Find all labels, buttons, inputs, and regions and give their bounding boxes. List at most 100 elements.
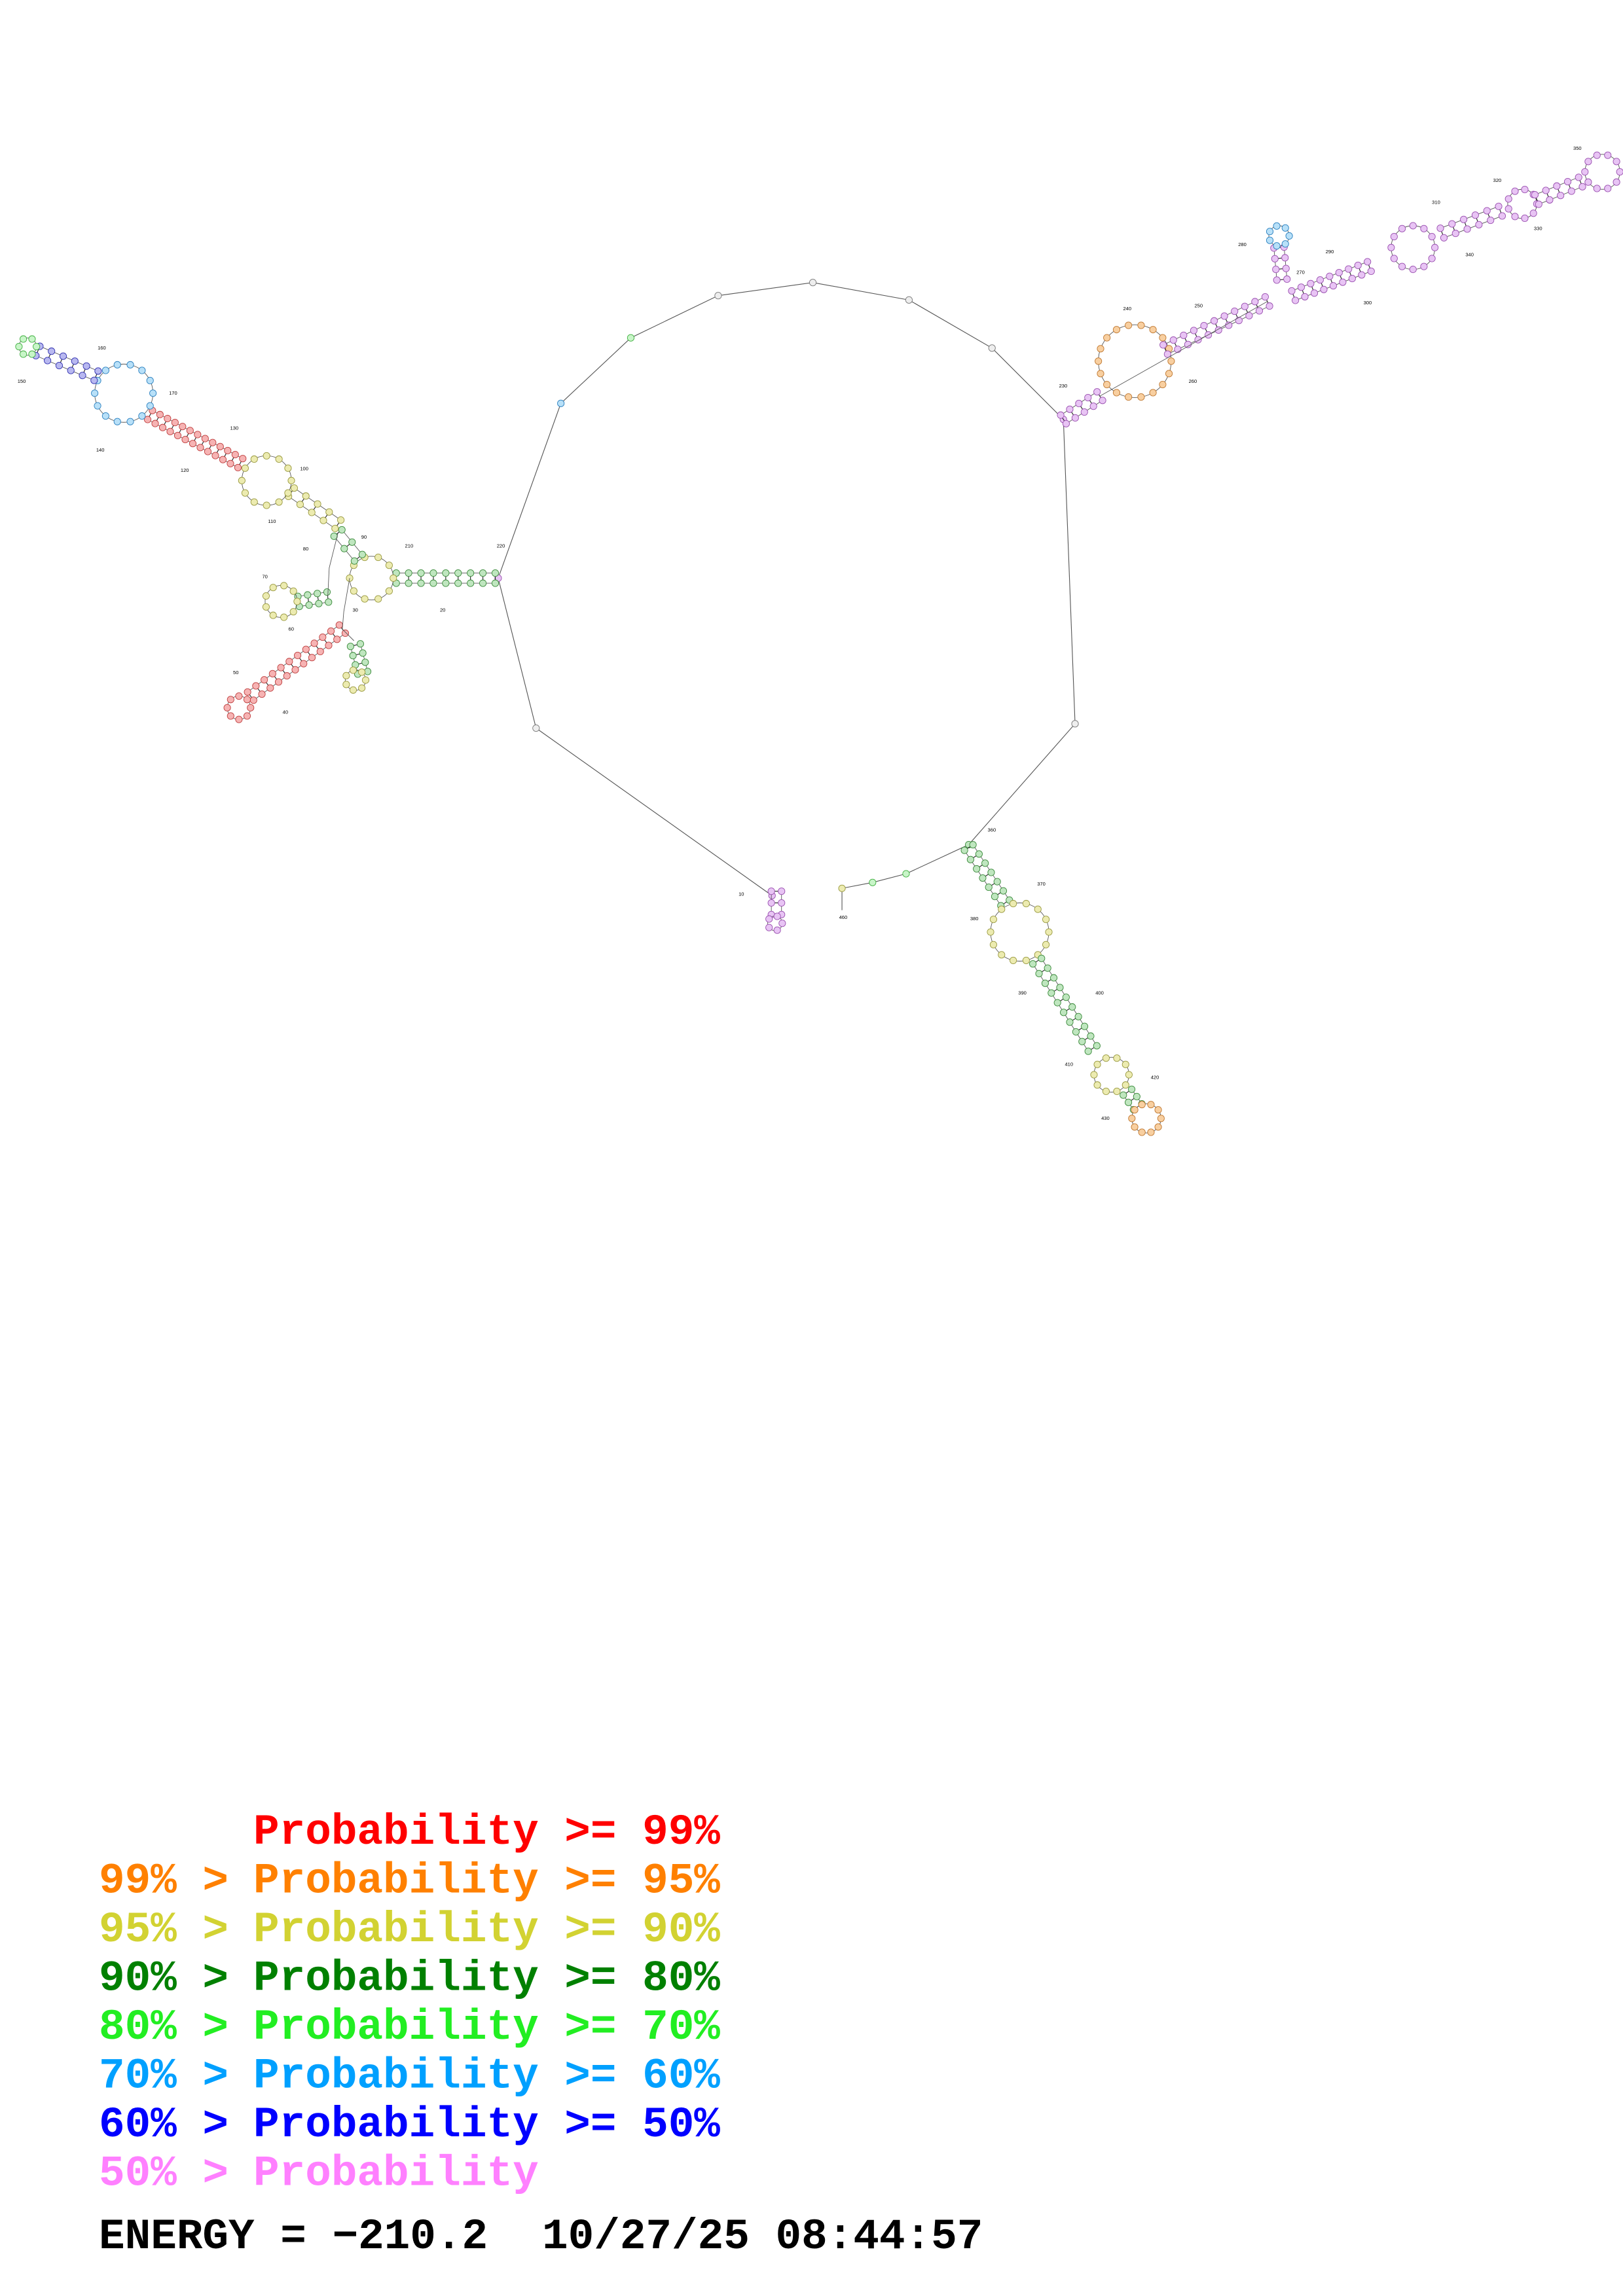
nucleotide — [1122, 1081, 1129, 1089]
nucleotide — [1272, 266, 1280, 274]
nucleotide — [1087, 1032, 1095, 1040]
nucleotide — [280, 582, 288, 590]
nucleotide — [1138, 1128, 1146, 1136]
nucleotide — [201, 435, 209, 442]
nucleotide — [1112, 389, 1121, 397]
nucleotide — [1288, 287, 1296, 295]
nucleotide — [385, 562, 393, 569]
nucleotide — [338, 526, 346, 533]
nucleotide — [1133, 1092, 1140, 1100]
strand — [1041, 958, 1097, 1047]
nucleotide — [287, 476, 295, 484]
nucleotide — [1345, 265, 1353, 273]
legend-label: Probability >= 80% — [253, 1954, 720, 2003]
nucleotide — [1273, 222, 1281, 230]
nucleotide-number: 120 — [181, 467, 189, 473]
nucleotide — [359, 649, 367, 657]
nucleotide — [290, 484, 298, 492]
nucleotide — [323, 588, 331, 596]
nucleotide — [442, 569, 450, 577]
nucleotide — [1078, 1037, 1086, 1045]
legend-label: Probability >= 99% — [253, 1808, 720, 1857]
nucleotide — [263, 452, 270, 459]
nucleotide — [1563, 178, 1572, 186]
nucleotide — [55, 361, 63, 370]
nucleotide-number: 80 — [303, 546, 308, 552]
nucleotide — [1128, 1115, 1136, 1122]
nucleotide — [337, 516, 345, 524]
nucleotide-number: 100 — [300, 466, 308, 472]
nucleotide — [374, 595, 382, 603]
legend-label: Probability >= 60% — [253, 2052, 720, 2101]
nucleotide — [1613, 158, 1620, 166]
nucleotide-number: 280 — [1238, 242, 1247, 247]
nucleotide — [308, 654, 316, 662]
nucleotide — [349, 666, 357, 674]
nucleotide — [1093, 388, 1101, 396]
nucleotide — [987, 928, 994, 936]
strand — [360, 643, 368, 672]
nucleotide — [296, 501, 304, 509]
nucleotide — [1367, 267, 1375, 276]
nucleotide — [1124, 1098, 1133, 1106]
nucleotide — [1066, 405, 1074, 413]
nucleotide — [1102, 1087, 1110, 1096]
nucleotide — [838, 884, 846, 892]
nucleotide — [234, 463, 242, 471]
nucleotide — [28, 350, 36, 358]
nucleotide — [356, 640, 364, 648]
nucleotide — [405, 569, 412, 577]
nucleotide — [283, 672, 291, 680]
nucleotide — [1504, 205, 1512, 213]
nucleotide — [989, 916, 997, 924]
nucleotide — [778, 920, 786, 927]
nucleotide — [348, 538, 356, 546]
nucleotide — [1220, 312, 1228, 320]
nucleotide — [1420, 262, 1428, 270]
nucleotide — [358, 684, 366, 692]
nucleotide — [1339, 278, 1347, 286]
legend-prefix: 99% > — [99, 1857, 228, 1906]
nucleotide — [1428, 232, 1436, 241]
nucleotide — [231, 450, 239, 459]
nucleotide — [349, 652, 357, 660]
nucleotide — [1072, 1028, 1080, 1036]
nucleotide — [1167, 357, 1175, 365]
nucleotide — [156, 410, 164, 418]
nucleotide — [532, 724, 540, 732]
nucleotide — [1112, 326, 1121, 334]
nucleotide — [1483, 207, 1491, 215]
nucleotide — [1387, 243, 1395, 251]
nucleotide — [773, 912, 781, 920]
nucleotide — [1409, 266, 1417, 274]
nucleotide-number: 410 — [1065, 1062, 1073, 1067]
nucleotide — [1157, 1115, 1165, 1122]
nucleotide — [1498, 212, 1506, 220]
nucleotide — [1604, 185, 1612, 192]
nucleotide — [1075, 399, 1083, 408]
nucleotide — [491, 579, 500, 587]
nucleotide — [1292, 296, 1300, 304]
nucleotide — [335, 621, 343, 629]
nucleotide — [1529, 209, 1537, 217]
nucleotide — [491, 569, 500, 577]
nucleotide-number: 50 — [233, 670, 238, 675]
nucleotide — [302, 492, 310, 500]
nucleotide — [186, 427, 194, 435]
nucleotide-number: 460 — [839, 914, 848, 920]
nucleotide — [235, 692, 243, 700]
nucleotide — [1022, 956, 1030, 964]
nucleotide — [765, 924, 773, 931]
nucleotide — [350, 587, 357, 595]
nucleotide — [1297, 283, 1305, 291]
nucleotide — [247, 704, 255, 711]
nucleotide — [1010, 900, 1017, 908]
nucleotide — [981, 859, 989, 867]
nucleotide — [1266, 228, 1274, 236]
nucleotide-number: 310 — [1432, 200, 1440, 206]
strand — [1283, 247, 1288, 279]
nucleotide — [454, 569, 462, 577]
nucleotide — [263, 501, 270, 509]
nucleotide — [1149, 389, 1157, 397]
